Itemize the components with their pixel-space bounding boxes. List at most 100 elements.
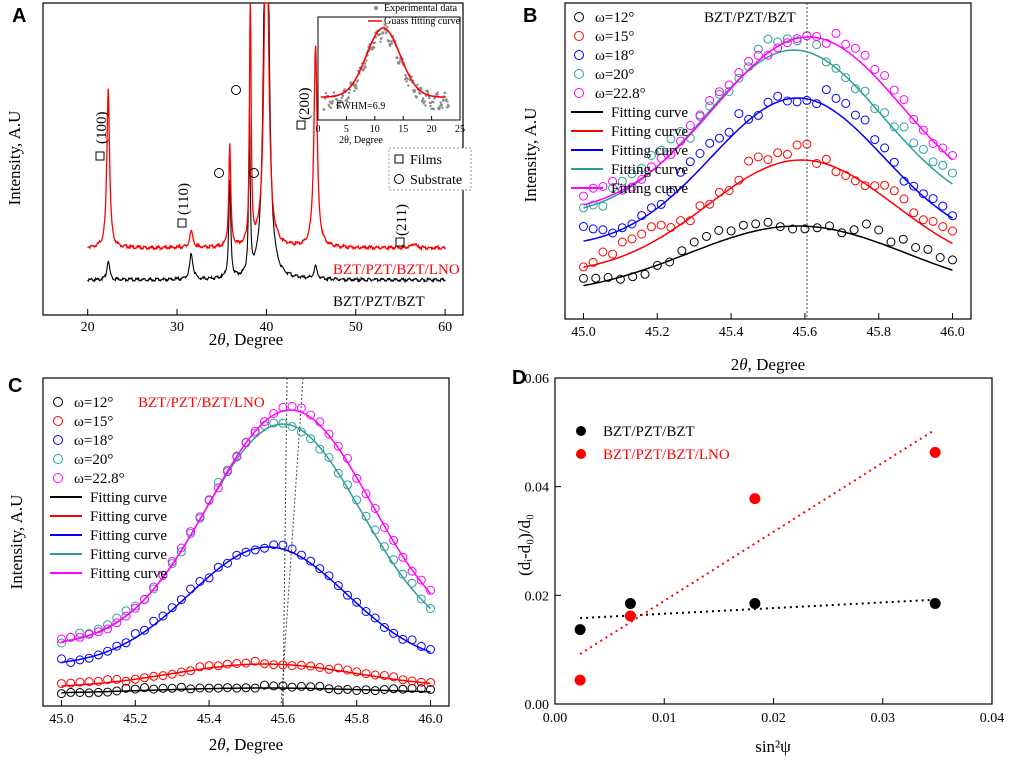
inset-data-point	[353, 89, 356, 93]
inset-xtick-label: 0	[316, 124, 321, 135]
panel-b-data-point	[705, 96, 715, 105]
curve-label-lno: BZT/PZT/BZT/LNO	[333, 262, 460, 278]
panel-c-xtick-label: 45.2	[123, 712, 148, 727]
inset-data-point	[331, 99, 334, 103]
legend-substrate-label: Substrate	[410, 173, 462, 188]
panel-c-frame	[42, 377, 450, 707]
inset-data-point	[363, 62, 367, 65]
panel-c-data-point	[121, 606, 131, 616]
panel-c-legend-omega: ω=15°	[74, 414, 113, 430]
panel-c-data-point	[167, 559, 177, 569]
inset-data-point	[324, 91, 328, 95]
panel-b-data-point	[889, 122, 899, 132]
panel-a: A 20 30 40 50 60 2θ, Degree Intensity, A.U (…	[5, 2, 472, 349]
panel-d-axes: 0.00 0.01 0.02 0.03 0.04 0.00 0.02 0.04 0.06	[525, 372, 1005, 726]
panel-c-data-point	[269, 681, 279, 691]
panel-c-data-point	[204, 661, 214, 671]
panel-d: D 0.00 0.01 0.02 0.03 0.04 0.00 0.02 0.04 0.06 B…	[512, 367, 1004, 756]
panel-c-data-point	[241, 547, 251, 557]
inset-data-point	[415, 95, 418, 99]
panel-c-data-point	[333, 581, 343, 591]
inset-data-point	[421, 97, 425, 100]
panel-c-data-point	[343, 665, 352, 675]
inset-data-point	[440, 103, 443, 107]
panel-b-data-point	[608, 249, 618, 259]
inset-data-point	[328, 105, 331, 108]
panel-d-legend-lno-marker	[576, 449, 586, 459]
inset-data-point	[380, 37, 383, 40]
inset-plot	[320, 23, 450, 111]
panel-b-data-point	[608, 176, 618, 186]
panel-b-data-point	[695, 201, 705, 211]
panel-c-data-point	[149, 582, 159, 592]
panel-b-data-point	[802, 139, 812, 149]
panel-c-data-point	[84, 677, 94, 687]
panel-b-data-point	[666, 149, 676, 159]
panel-b-data-point	[849, 225, 859, 235]
panel-b-data-point	[656, 199, 666, 209]
curve-label-bzt: BZT/PZT/BZT	[333, 294, 425, 310]
panel-c-data-point	[389, 672, 399, 682]
panel-b-data-point	[782, 149, 792, 159]
panel-c-data-point	[352, 667, 362, 677]
inset-fit-curve	[320, 27, 446, 98]
panel-b-data-point	[821, 85, 831, 95]
panel-c-data-point	[324, 429, 334, 439]
panel-b-data-point	[689, 237, 699, 247]
panel-c-data-point	[278, 418, 288, 428]
panel-b-title: BZT/PZT/BZT	[704, 10, 796, 26]
panel-b-data-point	[812, 159, 822, 168]
panel-b-data-point	[744, 156, 754, 166]
panel-b-data-point	[841, 98, 851, 108]
panel-b-data-point	[938, 201, 948, 211]
panel-b-data-point	[695, 149, 705, 158]
panel-b-data-point	[918, 144, 928, 154]
panel-b-data-point	[909, 181, 919, 191]
panel-c-legend-omega: ω=12°	[74, 395, 113, 411]
panel-b-data-point	[685, 121, 695, 130]
panel-b-data-point	[724, 80, 734, 90]
panel-b-data-point	[899, 95, 909, 105]
panel-c-data-point	[66, 658, 76, 667]
panel-c-data-point	[158, 570, 168, 580]
panel-c-data-point	[370, 504, 380, 513]
panel-c-data-point	[333, 441, 343, 451]
panel-c-legend-fit: Fitting curve	[90, 547, 167, 563]
inset-data-point	[338, 101, 341, 105]
panel-b-data-point	[880, 143, 890, 153]
inset-fwhm: FWHM=6.9	[336, 101, 385, 112]
inset-data-point	[371, 48, 374, 51]
panel-c-xtick-label: 46.0	[418, 712, 443, 727]
panel-b-data-point	[763, 155, 773, 165]
inset-data-point	[340, 100, 343, 103]
panel-b-xtick-label: 45.2	[645, 325, 670, 340]
inset-data-point	[446, 100, 449, 103]
panel-b-data-point	[831, 93, 841, 103]
panel-b-data-point	[841, 39, 851, 49]
panel-d-xtick-label: 0.01	[652, 711, 677, 726]
panel-d-data-point	[929, 598, 941, 609]
panel-c-data-point	[389, 535, 399, 545]
panel-b-fit-curve	[583, 36, 954, 206]
inset-data-point	[426, 90, 429, 93]
panel-b-data-point	[753, 50, 763, 60]
panel-c-data-point	[407, 566, 417, 576]
panel-a-xtick-label: 60	[438, 320, 452, 335]
panel-b-data-point	[617, 237, 627, 247]
inset-data-point	[373, 41, 376, 44]
inset-data-point	[404, 73, 407, 77]
panel-d-xtick-label: 0.04	[980, 711, 1005, 726]
panel-d-ytick-label: 0.06	[525, 372, 550, 387]
panel-d-ytick-label: 0.02	[525, 589, 550, 604]
panel-b-data-point	[886, 237, 896, 247]
panel-c-data-point	[57, 654, 66, 664]
panel-b-data-point	[880, 108, 890, 118]
panel-b-data-point	[938, 143, 948, 153]
panel-b-data-point	[773, 148, 783, 158]
panel-c-data-point	[57, 638, 66, 648]
panel-c-data-point	[352, 686, 362, 695]
panel-b-data-point	[841, 73, 851, 83]
panel-d-legend-bzt: BZT/PZT/BZT	[603, 424, 695, 440]
panel-d-ytick-label: 0.04	[525, 481, 550, 496]
panel-c-data-point	[278, 681, 288, 691]
